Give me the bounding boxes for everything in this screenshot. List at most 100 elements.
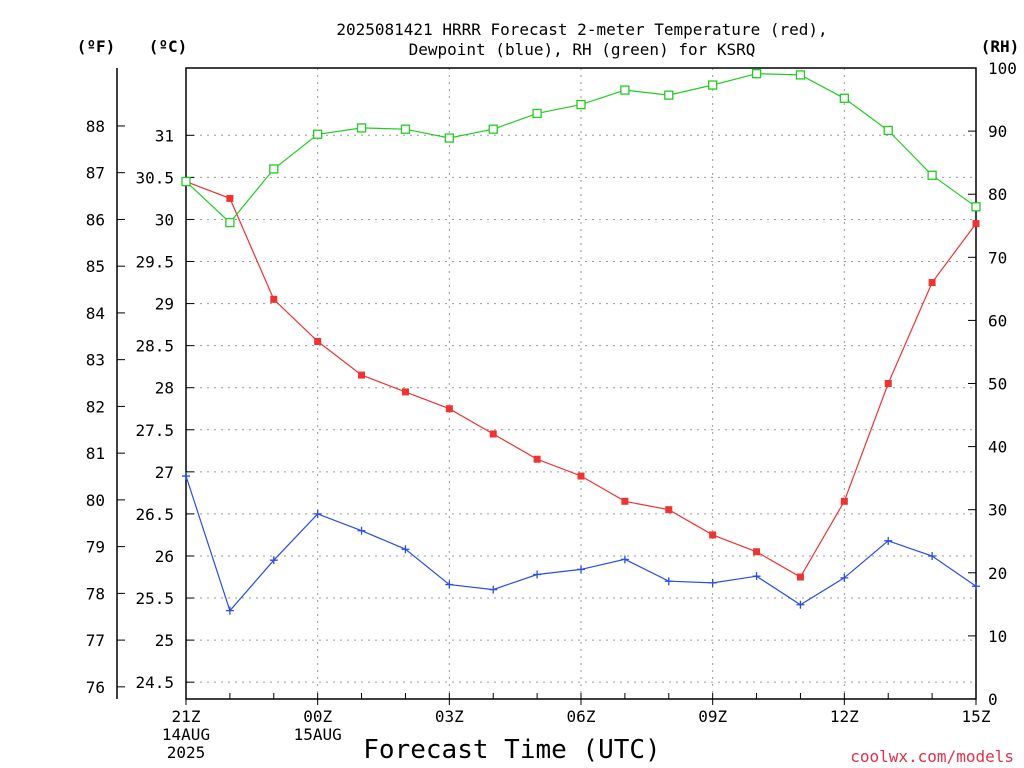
rh-point <box>356 123 367 133</box>
rh-tick-label: 40 <box>988 438 1007 457</box>
dewpoint-point <box>708 578 717 587</box>
temperature-point <box>840 497 848 505</box>
temperature-point <box>314 337 322 345</box>
fahrenheit-tick-label: 81 <box>86 444 105 463</box>
celsius-tick-label: 30 <box>155 210 174 229</box>
chart-title-line-1: 2025081421 HRRR Forecast 2-meter Tempera… <box>336 20 827 39</box>
dewpoint-point <box>928 551 937 560</box>
temperature-point <box>445 405 453 413</box>
grid <box>186 68 976 699</box>
dewpoint-point <box>489 585 498 594</box>
rh-point <box>181 176 191 187</box>
rh-point <box>620 85 630 95</box>
rh-point <box>795 70 806 80</box>
celsius-tick-label: 28.5 <box>135 337 174 356</box>
x-tick-label: 15Z <box>962 707 991 726</box>
dewpoint-point <box>445 580 454 589</box>
rh-point <box>532 108 542 119</box>
fahrenheit-tick-label: 83 <box>86 351 105 370</box>
rh-point <box>839 93 849 103</box>
rh-point <box>269 164 279 174</box>
rh-tick-label: 20 <box>988 564 1007 583</box>
celsius-tick-label: 27 <box>155 463 174 482</box>
x-tick-label: 06Z <box>567 707 596 726</box>
dewpoint-point <box>533 570 542 579</box>
rh-point <box>664 90 674 100</box>
x-tick-label: 03Z <box>435 707 464 726</box>
rh-point <box>927 170 937 180</box>
temperature-point <box>665 506 673 514</box>
dewpoint-point <box>577 565 585 574</box>
rh-point <box>883 125 893 136</box>
x-tick-label: 00Z <box>303 707 332 726</box>
dewpoint-point <box>401 545 410 554</box>
fahrenheit-unit-label: (ºF) <box>77 37 116 56</box>
dewpoint-point <box>796 600 805 609</box>
rh-point <box>400 124 411 134</box>
rh-tick-label: 90 <box>988 122 1007 141</box>
fahrenheit-tick-label: 78 <box>86 584 105 603</box>
rh-point <box>751 69 762 79</box>
rh-tick-label: 0 <box>988 690 998 709</box>
rh-tick-label: 80 <box>988 185 1007 204</box>
celsius-unit-label: (ºC) <box>149 37 188 56</box>
data-series <box>181 69 981 615</box>
temperature-point <box>884 380 892 387</box>
temperature-point <box>270 295 278 303</box>
celsius-tick-label: 29.5 <box>135 253 174 272</box>
temperature-point <box>226 194 234 202</box>
rh-tick-label: 10 <box>988 627 1007 646</box>
celsius-tick-label: 28 <box>155 379 174 398</box>
rh-tick-label: 60 <box>988 311 1007 330</box>
rh-point <box>444 133 454 143</box>
fahrenheit-tick-label: 88 <box>86 117 105 136</box>
x-tick-date-label: 15AUG <box>294 725 342 744</box>
celsius-tick-label: 26.5 <box>135 505 174 524</box>
fahrenheit-tick-label: 86 <box>86 210 105 229</box>
dewpoint-point <box>752 572 761 581</box>
fahrenheit-tick-label: 76 <box>86 678 105 697</box>
rh-tick-label: 50 <box>988 375 1007 394</box>
celsius-tick-label: 25 <box>155 631 174 650</box>
dewpoint-point <box>840 573 849 582</box>
fahrenheit-tick-label: 87 <box>86 164 105 183</box>
temperature-point <box>972 220 980 228</box>
dewpoint-point <box>620 555 629 564</box>
celsius-tick-label: 25.5 <box>135 589 174 608</box>
rh-tick-label: 100 <box>988 59 1017 78</box>
temperature-point <box>358 371 366 379</box>
fahrenheit-tick-label: 77 <box>86 631 105 650</box>
temperature-point <box>533 455 541 463</box>
x-tick-year-label: 2025 <box>167 743 206 762</box>
rh-point <box>971 202 981 212</box>
fahrenheit-tick-label: 82 <box>86 397 105 416</box>
fahrenheit-tick-label: 80 <box>86 491 105 510</box>
rh-unit-label: (RH) <box>981 37 1020 56</box>
celsius-tick-label: 30.5 <box>135 168 174 187</box>
dewpoint-point <box>664 577 673 586</box>
celsius-tick-label: 26 <box>155 547 174 566</box>
rh-tick-label: 30 <box>988 501 1007 520</box>
rh-point <box>708 80 718 90</box>
chart-title-line-2: Dewpoint (blue), RH (green) for KSRQ <box>409 40 756 59</box>
celsius-tick-label: 31 <box>155 126 174 145</box>
rh-point <box>488 124 498 134</box>
fahrenheit-tick-label: 79 <box>86 538 105 557</box>
fahrenheit-tick-label: 84 <box>86 304 105 323</box>
temperature-point <box>709 531 717 539</box>
rh-tick-label: 70 <box>988 248 1007 267</box>
dewpoint-point <box>972 582 980 591</box>
temperature-point <box>928 279 936 287</box>
temperature-point <box>796 573 804 581</box>
dewpoint-point <box>884 536 893 545</box>
dewpoint-point <box>269 556 278 565</box>
celsius-tick-label: 24.5 <box>135 673 174 692</box>
celsius-tick-label: 27.5 <box>135 421 174 440</box>
dewpoint-point <box>225 606 234 615</box>
temperature-point <box>401 388 409 396</box>
rh-point <box>225 217 235 228</box>
x-tick-label: 12Z <box>830 707 859 726</box>
rh-point <box>313 129 323 139</box>
dewpoint-point <box>357 526 366 535</box>
